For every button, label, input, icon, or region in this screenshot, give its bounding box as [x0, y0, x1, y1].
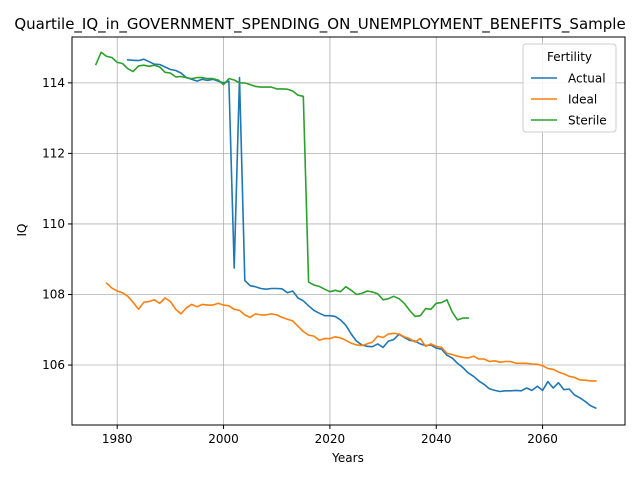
legend-label-ideal: Ideal — [568, 93, 597, 107]
series-line-ideal — [105, 282, 597, 382]
series-line-sterile — [94, 51, 469, 321]
x-tick-label: 2000 — [208, 432, 239, 446]
y-tick-label: 112 — [42, 146, 65, 160]
legend-title: Fertility — [547, 50, 592, 64]
axis-ticks: 1980 2000 2020 2040 2060 106 108 110 112 114 — [42, 76, 558, 446]
x-tick-label: 2040 — [421, 432, 452, 446]
x-axis-label: Years — [331, 451, 364, 465]
plot-area-frame — [71, 36, 626, 426]
x-tick-label: 2020 — [315, 432, 346, 446]
legend-label-actual: Actual — [568, 72, 606, 86]
x-tick-label: 2060 — [527, 432, 558, 446]
y-tick-label: 106 — [42, 358, 65, 372]
series-lines — [94, 51, 597, 410]
x-tick-label: 1980 — [102, 432, 133, 446]
y-tick-label: 114 — [42, 76, 65, 90]
chart-title: Quartile_IQ_in_GOVERNMENT_SPENDING_ON_UN… — [14, 15, 625, 34]
y-axis-label: IQ — [15, 224, 29, 237]
legend: Fertility Actual Ideal Sterile — [522, 43, 617, 133]
legend-box — [522, 43, 617, 133]
y-tick-label: 108 — [42, 287, 65, 301]
y-tick-label: 110 — [42, 217, 65, 231]
legend-label-sterile: Sterile — [568, 114, 607, 128]
